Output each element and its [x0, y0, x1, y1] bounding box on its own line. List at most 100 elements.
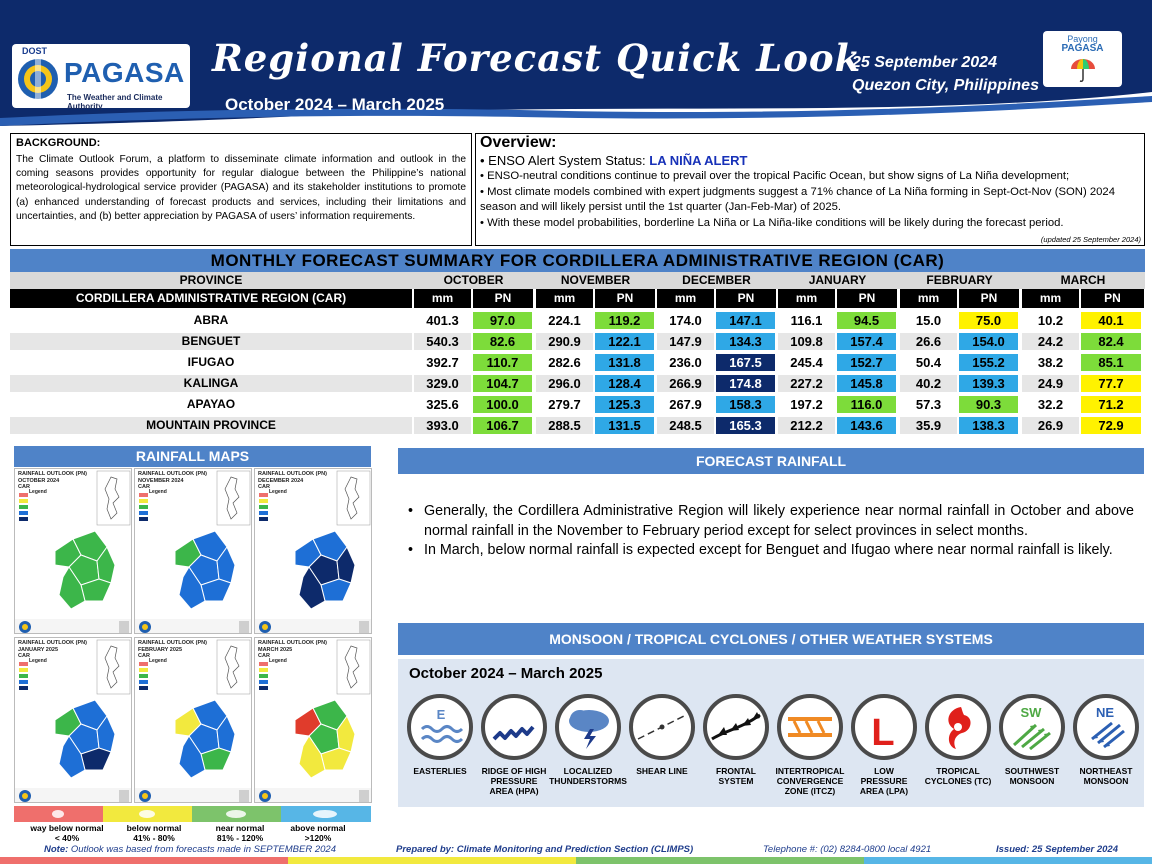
percent-normal: 157.4	[837, 333, 896, 350]
weather-system-item: E EASTERLIES	[401, 694, 479, 776]
weather-system-label: TROPICAL CYCLONES (TC)	[919, 766, 997, 786]
region-label: CORDILLERA ADMINISTRATIVE REGION (CAR)	[10, 289, 412, 308]
percent-normal: 82.4	[1081, 333, 1141, 350]
map-legend-label: Legend	[269, 658, 287, 664]
table-row: MOUNTAIN PROVINCE 393.0 106.7 288.5 131.5 248…	[10, 416, 1145, 434]
issue-place: Quezon City, Philippines	[852, 77, 1039, 94]
car-region-map-icon	[255, 639, 371, 802]
percent-normal: 125.3	[595, 396, 654, 413]
rainfall-mm: 35.9	[900, 417, 957, 434]
percent-normal: 106.7	[473, 417, 532, 434]
table-row: APAYAO 325.6 100.0 279.7 125.3 267.9 158.3 197.…	[10, 395, 1145, 413]
weather-system-label-line: FRONTAL	[716, 766, 756, 776]
weather-system-label-line: MONSOON	[1009, 776, 1055, 786]
rainfall-mm: 288.5	[536, 417, 593, 434]
rainfall-mm: 57.3	[915, 397, 942, 412]
rainfall-mm: 197.2	[790, 397, 823, 412]
ridge-icon	[481, 694, 547, 760]
overview-title: Overview:	[480, 134, 557, 151]
svg-text:L: L	[871, 712, 894, 754]
itcz-icon	[777, 694, 843, 760]
mm-header: mm	[414, 289, 471, 308]
legend-label-range: 81% - 120%	[216, 833, 264, 843]
weather-system-label-line: CYCLONES (TC)	[924, 776, 992, 786]
umbrella-icon	[1071, 59, 1095, 82]
weather-system-label-line: LOW	[874, 766, 894, 776]
agency-tagline: The Weather and Climate Authority	[67, 93, 163, 111]
rain-cloud-icon	[52, 810, 64, 818]
province-name: IFUGAO	[187, 355, 235, 369]
map-legend-label: Legend	[269, 489, 287, 495]
percent-normal: 116.0	[837, 396, 896, 413]
month-header: DECEMBER	[682, 273, 751, 287]
legend-label: near normal 81% - 120%	[194, 823, 286, 843]
weather-system-label-line: EASTERLIES	[413, 766, 467, 776]
rainfall-map-panel: RAINFALL OUTLOOK (PN) FEBRUARY 2025 CAR Leg…	[134, 637, 252, 803]
overview-bullet: • ENSO-neutral conditions continue to pr…	[480, 170, 1070, 182]
weather-system-label-line: LOCALIZED	[563, 766, 613, 776]
percent-normal: 82.6	[473, 333, 532, 350]
enso-status: • ENSO Alert System Status: LA NIÑA ALER…	[480, 152, 1140, 169]
weather-system-label-line: PRESSURE	[860, 776, 908, 786]
rain-cloud-icon	[226, 810, 246, 818]
month-header: OCTOBER	[443, 273, 504, 287]
percent-normal: 147.1	[716, 312, 775, 329]
rainfall-mm: 40.2	[900, 375, 957, 392]
rainfall-mm: 15.0	[915, 313, 942, 328]
map-title: RAINFALL OUTLOOK (PN) FEBRUARY 2025 CAR	[138, 640, 207, 660]
map-title-line: RAINFALL OUTLOOK (PN)	[138, 471, 207, 477]
table-subheader-row: CORDILLERA ADMINISTRATIVE REGION (CAR) m…	[10, 289, 1145, 308]
percent-normal: 100.0	[473, 396, 532, 413]
svg-text:E: E	[437, 707, 446, 722]
map-legend-label: Legend	[149, 489, 167, 495]
percent-normal: 143.6	[837, 417, 896, 434]
percent-normal: 134.3	[716, 333, 775, 350]
percent-normal: 72.9	[1081, 417, 1141, 434]
table-row: BENGUET 540.3 82.6 290.9 122.1 147.9 134.3 109.…	[10, 332, 1145, 350]
weather-system-label-line: SHEAR LINE	[636, 766, 688, 776]
rainfall-mm: 212.2	[778, 417, 835, 434]
rainfall-mm: 392.7	[426, 355, 459, 370]
rainfall-mm: 116.1	[790, 313, 823, 328]
overview-bullet: • With these model probabilities, border…	[480, 216, 1064, 229]
province-name: MOUNTAIN PROVINCE	[10, 417, 412, 434]
legend-label: above normal >120%	[272, 823, 364, 843]
rain-cloud-icon	[313, 810, 337, 818]
rainfall-mm: 296.0	[536, 375, 593, 392]
weather-system-label-line: INTERTROPICAL	[775, 766, 845, 776]
map-title-region: CAR	[138, 484, 150, 490]
issue-date: 25 September 2024	[852, 54, 997, 71]
weather-systems-panel: October 2024 – March 2025 E EASTERLIES RID…	[398, 659, 1144, 807]
weather-system-label-line: SOUTHWEST	[1004, 766, 1060, 776]
southwest-monsoon-icon: SW	[999, 694, 1065, 760]
car-region-map-icon	[135, 639, 251, 802]
weather-system-label-line: TROPICAL	[936, 766, 980, 776]
car-region-map-icon	[15, 639, 131, 802]
map-legend	[14, 806, 371, 822]
rainfall-mm: 26.9	[1022, 417, 1079, 434]
rainfall-mm: 393.0	[414, 417, 471, 434]
rainfall-mm: 26.6	[900, 333, 957, 350]
mm-header: mm	[900, 289, 957, 308]
legend-label-name: near normal	[215, 823, 265, 833]
shear-line-icon	[629, 694, 695, 760]
pn-header: PN	[837, 289, 897, 308]
legend-label-range: < 40%	[54, 833, 80, 843]
rainfall-mm: 10.2	[1037, 313, 1064, 328]
map-title-region: CAR	[258, 484, 270, 490]
percent-normal: 138.3	[959, 417, 1018, 434]
table-row: KALINGA 329.0 104.7 296.0 128.4 266.9 174.8 227…	[10, 374, 1145, 392]
rainfall-mm: 282.6	[548, 355, 581, 370]
forecast-rainfall-list: Generally, the Cordillera Administrative…	[408, 502, 1134, 561]
rainfall-mm: 248.5	[657, 417, 714, 434]
rainfall-map-panel: RAINFALL OUTLOOK (PN) JANUARY 2025 CAR Lege…	[14, 637, 132, 803]
footer-note-label: Note:	[44, 844, 69, 855]
rainfall-mm: 174.0	[669, 313, 702, 328]
weather-system-label-line: ZONE (ITCZ)	[784, 786, 836, 796]
province-name: APAYAO	[186, 397, 236, 411]
map-title-region: CAR	[18, 653, 30, 659]
forecast-bullet: Generally, the Cordillera Administrative…	[408, 502, 1134, 541]
percent-normal: 128.4	[595, 375, 654, 392]
header-banner	[0, 0, 1152, 126]
weather-system-label: FRONTAL SYSTEM	[697, 766, 775, 786]
